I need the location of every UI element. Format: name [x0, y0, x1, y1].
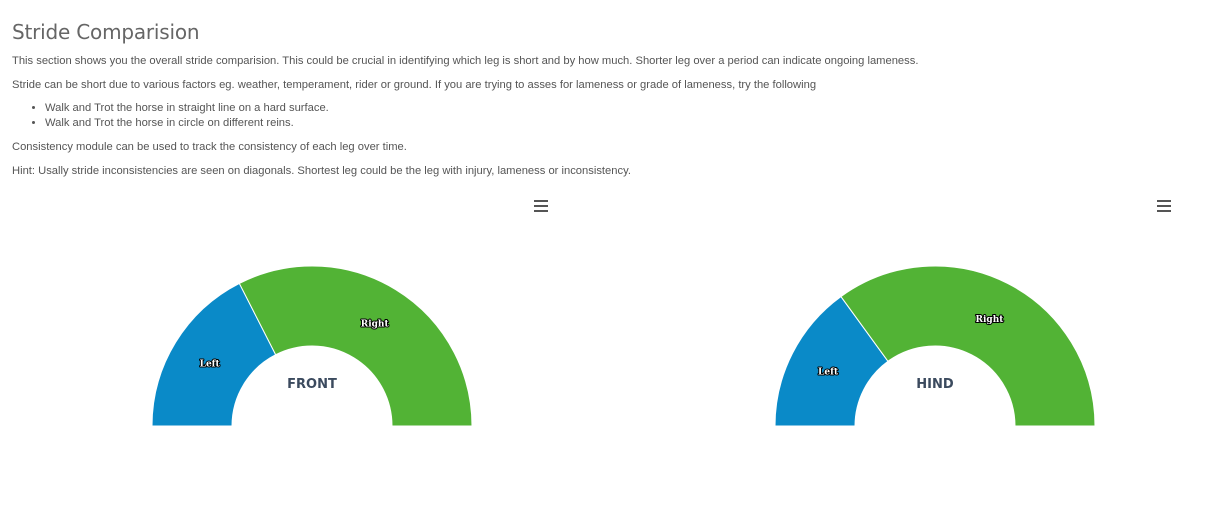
chart-center-label: FRONT [287, 377, 337, 392]
front-chart-menu-icon[interactable] [533, 199, 549, 213]
hint-paragraph: Hint: Usally stride inconsistencies are … [12, 165, 631, 177]
intro-paragraph-2: Stride can be short due to various facto… [12, 79, 817, 91]
intro-paragraph-1: This section shows you the overall strid… [12, 55, 919, 67]
slice-left[interactable] [151, 282, 277, 427]
front-donut-chart: Left Right FRONT [151, 265, 473, 427]
front-chart: Left Right FRONT [147, 230, 477, 440]
page-title: Stride Comparision [12, 20, 200, 44]
tip-item: Walk and Trot the horse in circle on dif… [45, 116, 329, 131]
hind-chart-menu-icon[interactable] [1156, 199, 1172, 213]
slice-label-left: Left [200, 359, 221, 369]
slice-label-left: Left [818, 368, 839, 378]
hind-chart: Left Right HIND [770, 230, 1100, 440]
tip-item: Walk and Trot the horse in straight line… [45, 101, 329, 116]
chart-center-label: HIND [916, 377, 954, 392]
slice-label-right: Right [361, 320, 390, 330]
slice-right[interactable] [840, 265, 1096, 427]
slice-label-right: Right [976, 315, 1005, 325]
intro-paragraph-3: Consistency module can be used to track … [12, 141, 407, 153]
hind-donut-chart: Left Right HIND [774, 265, 1096, 427]
slice-right[interactable] [238, 265, 473, 427]
tips-list: Walk and Trot the horse in straight line… [12, 101, 329, 131]
